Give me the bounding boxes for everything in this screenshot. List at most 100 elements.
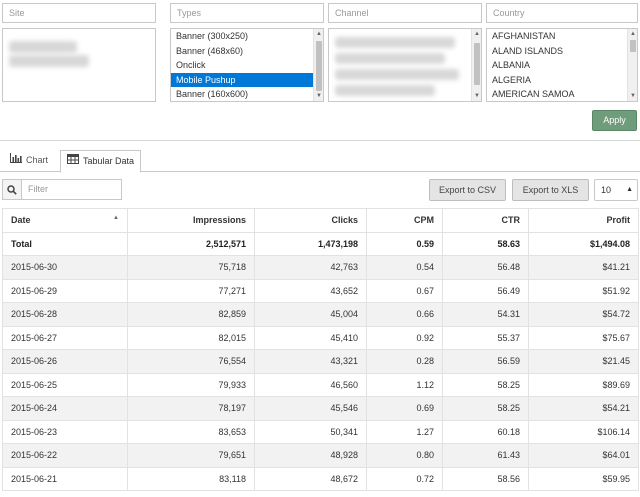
country-option[interactable]: ALGERIA [492, 74, 532, 85]
total-profit: $1,494.08 [528, 231, 639, 256]
cell-clicks: 43,321 [254, 349, 367, 374]
table-icon [67, 151, 79, 172]
country-option[interactable]: ALBANIA [492, 60, 531, 70]
cell-date: 2015-06-30 [2, 255, 128, 280]
cell-ctr: 56.48 [442, 255, 529, 280]
cell-profit: $21.45 [528, 349, 639, 374]
cell-ctr: 58.25 [442, 396, 529, 421]
scroll-thumb[interactable] [474, 43, 480, 85]
scroll-up-icon[interactable]: ▲ [316, 31, 322, 37]
scroll-thumb[interactable] [316, 41, 322, 91]
types-filter-title[interactable]: Types [170, 3, 324, 23]
scroll-up-icon[interactable]: ▲ [630, 31, 636, 37]
table-row: 2015-06-26 76,554 43,321 0.28 56.59 $21.45 [2, 349, 639, 374]
cell-cpm: 0.92 [366, 325, 443, 350]
cell-clicks: 48,672 [254, 466, 367, 491]
cell-date: 2015-06-27 [2, 325, 128, 350]
cell-cpm: 0.69 [366, 396, 443, 421]
cell-cpm: 1.12 [366, 372, 443, 397]
types-option[interactable]: Onclick [176, 60, 206, 70]
cell-impressions: 82,859 [127, 302, 255, 327]
page-size-select[interactable]: 10 ▲ [594, 179, 638, 201]
total-cpm: 0.59 [366, 231, 443, 256]
types-option-selected[interactable]: Mobile Pushup [171, 72, 313, 87]
cell-ctr: 58.25 [442, 372, 529, 397]
site-filter-title[interactable]: Site [2, 3, 156, 23]
export-csv-button[interactable]: Export to CSV [429, 179, 506, 201]
table-header-row: Date ▲ Impressions Clicks CPM CTR Profit [2, 208, 639, 233]
cell-clicks: 45,546 [254, 396, 367, 421]
types-option[interactable]: Banner (160x600) [176, 89, 249, 99]
column-header-clicks[interactable]: Clicks [254, 208, 367, 233]
cell-impressions: 83,118 [127, 466, 255, 491]
channel-list[interactable]: ▲ ▼ [328, 28, 482, 102]
tab-tabular-data[interactable]: Tabular Data [60, 150, 142, 173]
table-row: 2015-06-28 82,859 45,004 0.66 54.31 $54.72 [2, 302, 639, 327]
scroll-down-icon[interactable]: ▼ [630, 93, 636, 99]
cell-ctr: 56.49 [442, 278, 529, 303]
types-list[interactable]: Banner (300x250) Banner (468x60) Onclick… [170, 28, 324, 102]
blurred-channel-entry [335, 53, 445, 64]
view-tabs: Chart Tabular Data [0, 150, 640, 173]
country-option[interactable]: ALAND ISLANDS [492, 45, 564, 56]
cell-profit: $75.67 [528, 325, 639, 350]
total-impressions: 2,512,571 [127, 231, 255, 256]
cell-date: 2015-06-22 [2, 443, 128, 468]
country-option[interactable]: AFGHANISTAN [492, 31, 556, 41]
types-option[interactable]: Banner (468x60) [176, 45, 244, 56]
table-row: 2015-06-23 83,653 50,341 1.27 60.18 $106.14 [2, 419, 639, 444]
table-row: 2015-06-27 82,015 45,410 0.92 55.37 $75.67 [2, 325, 639, 350]
site-filter: Site [2, 3, 156, 102]
cell-profit: $59.95 [528, 466, 639, 491]
table-row: 2015-06-22 79,651 48,928 0.80 61.43 $64.01 [2, 443, 639, 468]
column-header-profit[interactable]: Profit [528, 208, 639, 233]
total-ctr: 58.63 [442, 231, 529, 256]
channel-filter: Channel ▲ ▼ [328, 3, 482, 102]
cell-ctr: 58.56 [442, 466, 529, 491]
column-header-ctr[interactable]: CTR [442, 208, 529, 233]
site-list[interactable] [2, 28, 156, 102]
export-xls-button[interactable]: Export to XLS [512, 179, 589, 201]
country-filter-title[interactable]: Country [486, 3, 638, 23]
cell-cpm: 0.80 [366, 443, 443, 468]
total-clicks: 1,473,198 [254, 231, 367, 256]
cell-clicks: 46,560 [254, 372, 367, 397]
column-header-cpm[interactable]: CPM [366, 208, 443, 233]
country-filter: Country AFGHANISTAN ALAND ISLANDS ALBANI… [486, 3, 638, 102]
search-icon[interactable] [2, 179, 22, 200]
channel-scrollbar[interactable]: ▲ ▼ [471, 29, 481, 101]
cell-clicks: 43,652 [254, 278, 367, 303]
scroll-thumb[interactable] [630, 40, 636, 52]
country-scrollbar[interactable]: ▲ ▼ [627, 29, 637, 101]
scroll-down-icon[interactable]: ▼ [316, 93, 322, 99]
types-option[interactable]: Banner (300x250) [176, 31, 249, 41]
cell-clicks: 42,763 [254, 255, 367, 280]
tab-chart[interactable]: Chart [4, 150, 54, 172]
scroll-up-icon[interactable]: ▲ [474, 31, 480, 37]
scroll-down-icon[interactable]: ▼ [474, 93, 480, 99]
sort-asc-icon: ▲ [113, 215, 119, 222]
cell-clicks: 50,341 [254, 419, 367, 444]
cell-cpm: 0.67 [366, 278, 443, 303]
column-header-date[interactable]: Date ▲ [2, 208, 128, 233]
cell-date: 2015-06-21 [2, 466, 128, 491]
select-arrows-icon: ▲ [626, 186, 633, 193]
cell-cpm: 0.28 [366, 349, 443, 374]
cell-profit: $51.92 [528, 278, 639, 303]
filter-input[interactable]: Filter [22, 179, 122, 200]
cell-profit: $89.69 [528, 372, 639, 397]
column-header-impressions[interactable]: Impressions [127, 208, 255, 233]
total-row: Total 2,512,571 1,473,198 0.59 58.63 $1,… [2, 231, 639, 256]
types-scrollbar[interactable]: ▲ ▼ [313, 29, 323, 101]
table-row: 2015-06-29 77,271 43,652 0.67 56.49 $51.92 [2, 278, 639, 303]
cell-date: 2015-06-26 [2, 349, 128, 374]
channel-filter-title[interactable]: Channel [328, 3, 482, 23]
divider [0, 140, 640, 141]
cell-cpm: 0.66 [366, 302, 443, 327]
bar-chart-icon [10, 150, 22, 171]
apply-button[interactable]: Apply [592, 110, 637, 131]
types-filter: Types Banner (300x250) Banner (468x60) O… [170, 3, 324, 102]
cell-clicks: 48,928 [254, 443, 367, 468]
country-option[interactable]: AMERICAN SAMOA [492, 89, 575, 99]
country-list[interactable]: AFGHANISTAN ALAND ISLANDS ALBANIA ALGERI… [486, 28, 638, 102]
